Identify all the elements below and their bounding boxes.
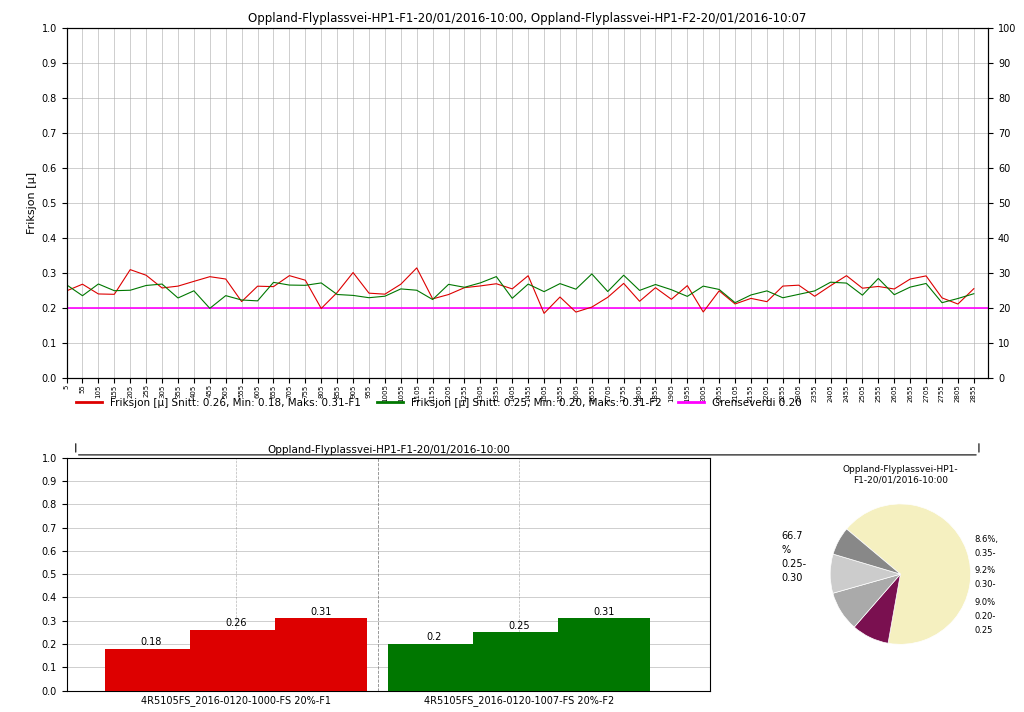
Title: Oppland-Flyplassvei-HP1-
F1-20/01/2016-10:00: Oppland-Flyplassvei-HP1- F1-20/01/2016-1… xyxy=(843,465,958,484)
Text: %: % xyxy=(781,545,791,555)
Text: 0.26: 0.26 xyxy=(225,618,247,628)
Bar xyxy=(190,630,283,691)
Text: 0.35-: 0.35- xyxy=(974,548,995,557)
Text: 0.25-: 0.25- xyxy=(781,559,806,569)
Text: 0.2: 0.2 xyxy=(427,632,442,642)
Title: Oppland-Flyplassvei-HP1-F1-20/01/2016-10:00, Oppland-Flyplassvei-HP1-F2-20/01/20: Oppland-Flyplassvei-HP1-F1-20/01/2016-10… xyxy=(248,11,807,24)
Wedge shape xyxy=(854,574,900,643)
Bar xyxy=(275,619,368,691)
Bar xyxy=(388,644,480,691)
Bar xyxy=(558,619,650,691)
Bar xyxy=(473,632,565,691)
Text: 0.30-: 0.30- xyxy=(974,580,995,589)
Text: HP1: HP1 xyxy=(517,462,538,472)
Text: 0.30: 0.30 xyxy=(781,572,803,582)
Bar xyxy=(105,649,198,691)
Text: 9.0%: 9.0% xyxy=(974,597,995,607)
Text: 0.25: 0.25 xyxy=(974,626,992,635)
Text: 9.2%: 9.2% xyxy=(974,566,995,575)
Title: Oppland-Flyplassvei-HP1-F1-20/01/2016-10:00: Oppland-Flyplassvei-HP1-F1-20/01/2016-10… xyxy=(267,446,510,456)
Text: 8.6%,: 8.6%, xyxy=(974,535,998,543)
Wedge shape xyxy=(847,504,971,644)
Text: 0.31: 0.31 xyxy=(594,607,614,617)
Text: 66.7: 66.7 xyxy=(781,530,803,540)
Text: 0.20-: 0.20- xyxy=(974,612,995,621)
Y-axis label: Friksjon [µ]: Friksjon [µ] xyxy=(28,172,37,234)
Text: 0.18: 0.18 xyxy=(140,637,162,646)
Text: 0.25: 0.25 xyxy=(509,621,530,631)
Wedge shape xyxy=(833,574,900,627)
Text: 0.31: 0.31 xyxy=(310,607,332,617)
Legend: Friksjon [µ] Snitt: 0.26, Min: 0.18, Maks: 0.31-F1, Friksjon [µ] Snitt: 0.25, Mi: Friksjon [µ] Snitt: 0.26, Min: 0.18, Mak… xyxy=(72,394,806,412)
Wedge shape xyxy=(834,529,900,574)
Wedge shape xyxy=(830,554,900,593)
